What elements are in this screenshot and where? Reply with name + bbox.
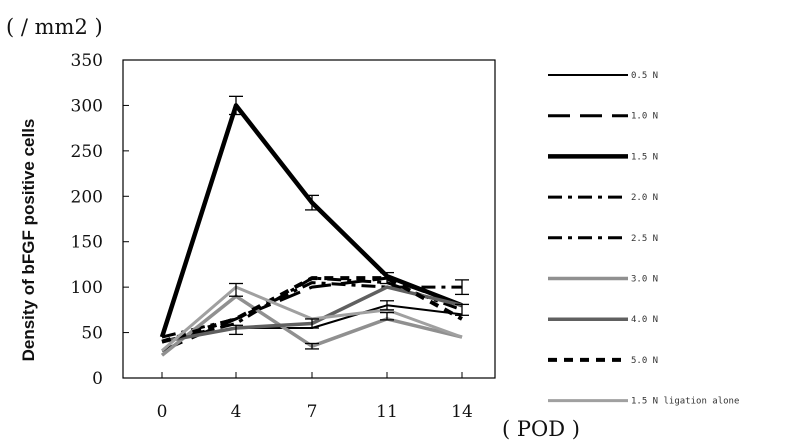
x-tick-label: 7	[307, 402, 318, 422]
y-ticks: 0 50 100 150 200 250 300 350	[71, 51, 129, 389]
error-bar	[229, 324, 243, 336]
y-tick-label: 200	[71, 187, 103, 207]
error-bar	[455, 279, 469, 296]
legend-label-5: 3.0 N	[631, 275, 658, 285]
error-bars	[229, 95, 469, 350]
y-tick-label: 0	[92, 369, 103, 389]
x-unit-label: ( POD )	[502, 417, 580, 441]
series-lines	[159, 103, 463, 357]
error-bar	[455, 303, 469, 316]
y-tick-label: 350	[71, 51, 103, 71]
error-bar	[380, 311, 394, 321]
error-bar	[305, 194, 319, 211]
series-line-3	[161, 276, 463, 344]
legend: 0.5 N 1.0 N 1.5 N 2.0 N 2.5 N 3.0 N 4.0 N 5.0 N…	[548, 71, 739, 407]
series-line-2	[159, 103, 463, 338]
legend-label-1: 1.0 N	[631, 112, 658, 122]
error-bar	[305, 342, 319, 350]
y-tick-label: 250	[71, 142, 103, 162]
legend-label-7: 5.0 N	[631, 356, 658, 366]
legend-label-2: 1.5 N	[631, 152, 658, 162]
error-bar	[229, 282, 243, 297]
error-bar	[380, 271, 394, 285]
y-tick-label: 150	[71, 233, 103, 253]
x-tick-label: 11	[376, 402, 398, 422]
y-unit-label: ( / mm2 )	[6, 15, 103, 39]
legend-label-4: 2.5 N	[631, 234, 658, 244]
legend-label-8: 1.5 N ligation alone	[631, 397, 739, 407]
error-bar	[305, 318, 319, 329]
x-tick-label: 0	[157, 402, 168, 422]
x-tick-label: 4	[231, 402, 242, 422]
x-tick-label: 14	[451, 402, 473, 422]
legend-label-0: 0.5 N	[631, 71, 658, 81]
legend-label-6: 4.0 N	[631, 315, 658, 325]
plot-frame	[122, 59, 496, 379]
series-line-7	[161, 276, 463, 344]
error-bar	[229, 95, 243, 116]
y-tick-label: 300	[71, 96, 103, 116]
x-ticks: 0 4 7 11 14	[157, 372, 473, 422]
y-axis-label: Density of bFGF positive cells	[19, 119, 38, 362]
y-tick-label: 100	[71, 278, 103, 298]
y-tick-label: 50	[81, 324, 103, 344]
error-bar	[380, 300, 394, 311]
legend-label-3: 2.0 N	[631, 193, 658, 203]
